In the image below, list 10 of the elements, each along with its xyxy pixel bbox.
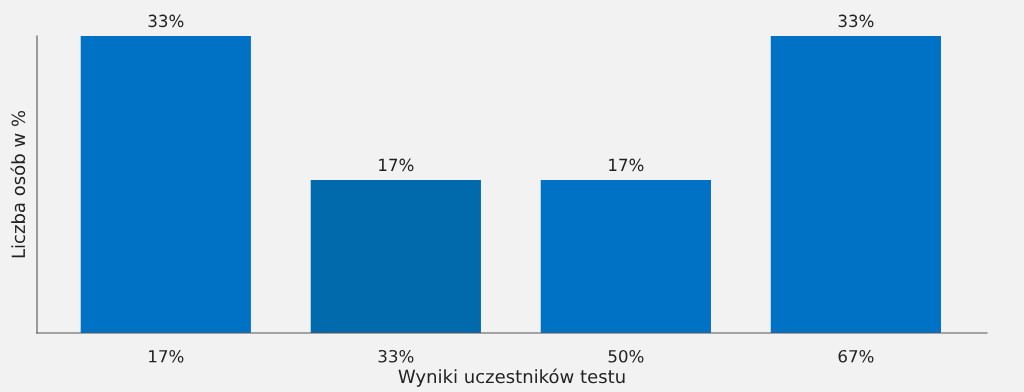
x-tick-label: 50% xyxy=(608,349,644,363)
y-axis-title: Liczba osób w % xyxy=(10,110,26,258)
x-axis-title: Wyniki uczestników testu xyxy=(398,368,625,387)
data-label: 33% xyxy=(838,14,874,28)
x-tick-label: 17% xyxy=(149,349,184,363)
x-tick-label: 33% xyxy=(378,349,414,363)
x-tick-label: 67% xyxy=(838,349,874,363)
data-label: 17% xyxy=(379,158,414,172)
data-label: 17% xyxy=(609,158,644,172)
data-label: 33% xyxy=(148,14,184,28)
